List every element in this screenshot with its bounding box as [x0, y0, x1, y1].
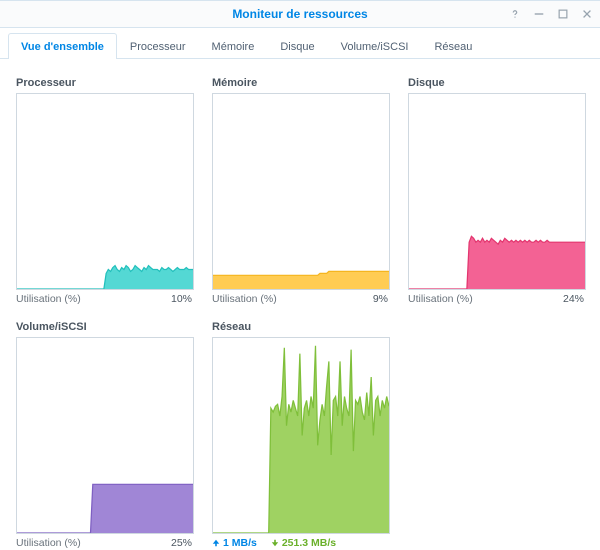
- minimize-icon[interactable]: [532, 7, 546, 21]
- mem-card: Mémoire Utilisation (%) 9%: [212, 77, 388, 305]
- tab-disk[interactable]: Disque: [267, 33, 327, 59]
- window-controls: [508, 1, 594, 27]
- arrow-up-icon: [212, 539, 220, 547]
- disk-metric-label: Utilisation (%): [408, 293, 473, 305]
- mem-title: Mémoire: [212, 77, 388, 89]
- net-chart[interactable]: [212, 337, 390, 534]
- cpu-footer: Utilisation (%) 10%: [16, 293, 192, 305]
- vol-chart[interactable]: [16, 337, 194, 534]
- mem-value: 9%: [373, 293, 388, 305]
- mem-metric-label: Utilisation (%): [212, 293, 277, 305]
- tabbar: Vue d'ensemble Processeur Mémoire Disque…: [0, 28, 600, 59]
- tab-memory[interactable]: Mémoire: [199, 33, 268, 59]
- net-up-label: 1 MB/s: [223, 537, 257, 549]
- disk-card: Disque Utilisation (%) 24%: [408, 77, 584, 305]
- cpu-title: Processeur: [16, 77, 192, 89]
- net-title: Réseau: [212, 321, 388, 333]
- close-icon[interactable]: [580, 7, 594, 21]
- tab-processor[interactable]: Processeur: [117, 33, 199, 59]
- net-down-label: 251.3 MB/s: [282, 537, 336, 549]
- disk-value: 24%: [563, 293, 584, 305]
- net-upload: 1 MB/s: [212, 537, 257, 549]
- vol-value: 25%: [171, 537, 192, 549]
- window-title: Moniteur de ressources: [232, 7, 367, 21]
- cpu-card: Processeur Utilisation (%) 10%: [16, 77, 192, 305]
- mem-chart[interactable]: [212, 93, 390, 290]
- arrow-down-icon: [271, 539, 279, 547]
- cpu-metric-label: Utilisation (%): [16, 293, 81, 305]
- chart-grid: Processeur Utilisation (%) 10% Mémoire U…: [16, 77, 584, 549]
- tab-network[interactable]: Réseau: [421, 33, 485, 59]
- help-icon[interactable]: [508, 7, 522, 21]
- cpu-value: 10%: [171, 293, 192, 305]
- vol-footer: Utilisation (%) 25%: [16, 537, 192, 549]
- net-card: Réseau 1 MB/s 251.3 MB/s: [212, 321, 388, 549]
- resource-monitor-window: Moniteur de ressources Vue d'ensemble Pr…: [0, 0, 600, 550]
- disk-chart[interactable]: [408, 93, 586, 290]
- vol-title: Volume/iSCSI: [16, 321, 192, 333]
- net-download: 251.3 MB/s: [271, 537, 336, 549]
- titlebar: Moniteur de ressources: [0, 0, 600, 28]
- maximize-icon[interactable]: [556, 7, 570, 21]
- vol-metric-label: Utilisation (%): [16, 537, 81, 549]
- tab-volume[interactable]: Volume/iSCSI: [328, 33, 422, 59]
- vol-card: Volume/iSCSI Utilisation (%) 25%: [16, 321, 192, 549]
- cpu-chart[interactable]: [16, 93, 194, 290]
- disk-title: Disque: [408, 77, 584, 89]
- mem-footer: Utilisation (%) 9%: [212, 293, 388, 305]
- tab-overview[interactable]: Vue d'ensemble: [8, 33, 117, 59]
- disk-footer: Utilisation (%) 24%: [408, 293, 584, 305]
- net-footer: 1 MB/s 251.3 MB/s: [212, 537, 388, 549]
- overview-content: Processeur Utilisation (%) 10% Mémoire U…: [0, 59, 600, 550]
